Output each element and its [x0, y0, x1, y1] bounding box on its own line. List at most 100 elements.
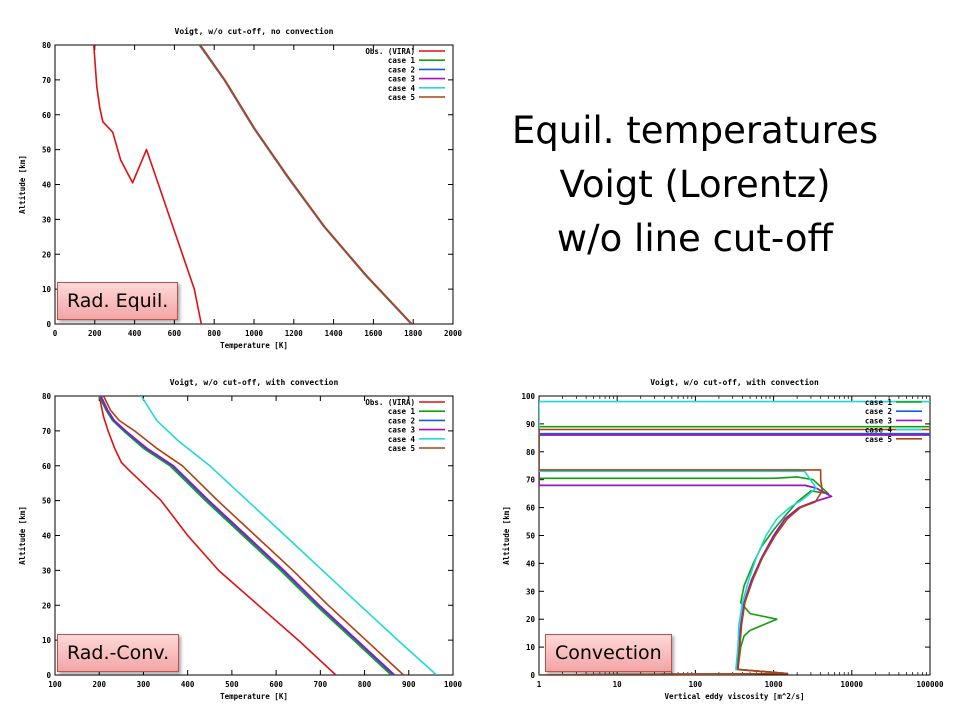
y-tick-label: 50	[42, 146, 52, 155]
legend-label: case 4	[388, 435, 416, 444]
legend-label: case 4	[388, 84, 416, 93]
x-tick-label: 100	[689, 680, 703, 689]
x-tick-label: 600	[269, 680, 283, 689]
legend-label: case 3	[388, 426, 416, 435]
label-convection: Convection	[545, 634, 672, 672]
series-group	[93, 45, 413, 324]
series-line-case-4	[539, 400, 930, 675]
x-axis-label: Temperature [K]	[220, 341, 288, 350]
x-tick-label: 700	[314, 680, 328, 689]
y-tick-label: 80	[526, 448, 536, 457]
y-tick-label: 20	[42, 250, 52, 259]
heading-line-3: w/o line cut-off	[556, 217, 834, 260]
x-tick-label: 800	[207, 329, 221, 338]
y-tick-label: 0	[46, 320, 51, 329]
x-tick-label: 900	[402, 680, 416, 689]
y-tick-label: 50	[526, 532, 536, 541]
series-line-case-4	[140, 396, 438, 675]
label-rad-equil: Rad. Equil.	[57, 282, 179, 320]
series-line-case-4	[199, 45, 413, 324]
y-tick-label: 60	[526, 504, 536, 513]
y-tick-label: 10	[42, 285, 52, 294]
x-tick-label: 400	[181, 680, 195, 689]
x-tick-label: 300	[137, 680, 151, 689]
series-line-case-3	[100, 396, 396, 675]
y-axis-label: Altitude [km]	[18, 506, 27, 565]
y-tick-label: 30	[526, 587, 536, 596]
y-tick-label: 30	[42, 566, 52, 575]
x-tick-label: 1400	[325, 329, 344, 338]
legend-label: case 2	[388, 65, 415, 74]
y-tick-label: 60	[42, 462, 52, 471]
y-tick-label: 10	[526, 643, 536, 652]
legend-label: case 5	[388, 93, 415, 102]
chart-title: Voigt, w/o cut-off, with convection	[650, 377, 819, 387]
chart-title: Voigt, w/o cut-off, no convection	[175, 26, 334, 36]
chart-br: Voigt, w/o cut-off, with convection 1 10 10…	[502, 377, 944, 701]
y-tick-label: 40	[42, 181, 52, 190]
x-tick-label: 1000	[444, 680, 463, 689]
y-tick-label: 80	[42, 392, 52, 401]
legend-label: case 3	[388, 75, 416, 84]
x-tick-label: 100	[48, 680, 62, 689]
x-tick-label: 100000	[916, 680, 944, 689]
x-tick-label: 0	[53, 329, 58, 338]
y-tick-label: 0	[46, 671, 51, 680]
x-tick-label: 1800	[404, 329, 423, 338]
series-line-case-5	[199, 45, 413, 324]
x-tick-label: 2000	[444, 329, 463, 338]
y-tick-label: 60	[42, 111, 52, 120]
x-tick-label: 1200	[285, 329, 304, 338]
y-axis-label: Altitude [km]	[502, 506, 511, 565]
y-tick-label: 10	[42, 636, 52, 645]
series-group	[539, 400, 930, 675]
x-tick-label: 1600	[364, 329, 383, 338]
x-tick-label: 600	[168, 329, 182, 338]
legend-label: case 1	[865, 398, 893, 407]
y-axis-label: Altitude [km]	[18, 155, 27, 214]
heading-line-1: Equil. temperatures	[511, 109, 879, 152]
legend-label: Obs. (VIRA)	[365, 398, 415, 407]
x-tick-label: 10	[613, 680, 623, 689]
y-tick-label: 20	[526, 615, 536, 624]
x-tick-label: 800	[358, 680, 372, 689]
x-axis-label: Temperature [K]	[220, 692, 288, 701]
legend-label: case 3	[865, 416, 893, 425]
heading-line-2: Voigt (Lorentz)	[559, 163, 831, 206]
legend-label: case 5	[865, 435, 892, 444]
y-tick-label: 100	[521, 392, 535, 401]
series-line-case-3	[199, 45, 412, 324]
y-tick-label: 70	[42, 427, 52, 436]
y-tick-label: 40	[526, 559, 536, 568]
series-line-obs-vira-	[98, 396, 337, 675]
y-tick-label: 80	[42, 41, 52, 50]
y-tick-label: 90	[526, 420, 536, 429]
slide-heading: Equil. temperatures Voigt (Lorentz) w/o …	[470, 104, 920, 266]
legend-label: Obs. (VIRA)	[365, 47, 415, 56]
x-tick-label: 200	[88, 329, 102, 338]
legend-label: case 2	[388, 416, 415, 425]
x-tick-label: 1000	[245, 329, 264, 338]
chart-title: Voigt, w/o cut-off, with convection	[170, 377, 339, 387]
series-line-case-2	[199, 45, 413, 324]
y-tick-label: 50	[42, 497, 52, 506]
x-axis-label: Vertical eddy viscosity [m^2/s]	[665, 692, 805, 701]
legend-label: case 2	[865, 407, 892, 416]
legend-label: case 1	[388, 56, 416, 65]
x-tick-label: 1	[537, 680, 542, 689]
y-tick-label: 30	[42, 215, 52, 224]
y-tick-label: 70	[42, 76, 52, 85]
y-tick-label: 0	[530, 671, 535, 680]
series-line-case-1	[198, 45, 412, 324]
series-group	[98, 396, 438, 675]
x-tick-label: 10000	[841, 680, 864, 689]
legend-label: case 5	[388, 444, 415, 453]
x-tick-label: 200	[92, 680, 106, 689]
x-tick-label: 400	[128, 329, 142, 338]
